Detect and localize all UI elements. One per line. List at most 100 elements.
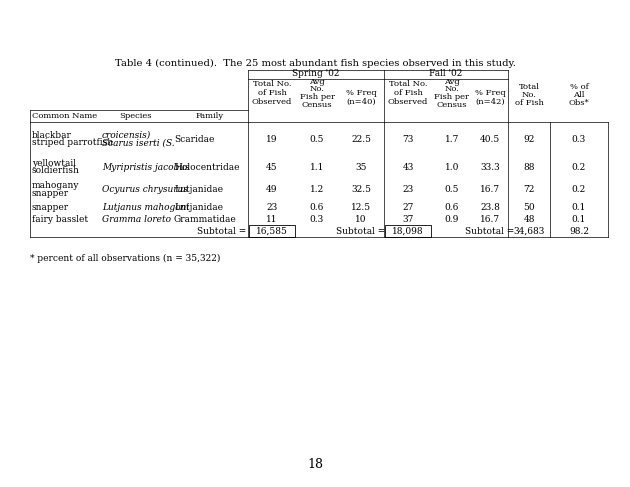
Text: Species: Species [120, 112, 152, 120]
Bar [249, 225, 295, 237]
Text: Total: Total [518, 83, 539, 91]
Text: of Fish: of Fish [258, 89, 287, 97]
Text: No.: No. [309, 85, 324, 93]
Text: 11: 11 [266, 214, 278, 224]
Text: No.: No. [445, 85, 459, 93]
Text: Obs*: Obs* [569, 99, 590, 107]
Text: 49: 49 [266, 185, 278, 194]
Text: 45: 45 [266, 163, 278, 171]
Text: 37: 37 [403, 214, 414, 224]
Text: Lutjanidae: Lutjanidae [174, 185, 223, 194]
Text: fairy basslet: fairy basslet [32, 214, 88, 224]
Text: Common Name: Common Name [32, 112, 98, 120]
Text: 0.5: 0.5 [445, 185, 459, 194]
Text: Avg: Avg [309, 78, 325, 86]
Text: Fish per: Fish per [435, 93, 469, 101]
Text: 1.0: 1.0 [445, 163, 459, 171]
Text: Spring '02: Spring '02 [292, 70, 340, 78]
Text: Total No.: Total No. [389, 80, 427, 88]
Text: Census: Census [437, 101, 467, 109]
Text: Myripristis jacobus: Myripristis jacobus [102, 163, 190, 171]
Text: 0.3: 0.3 [310, 214, 324, 224]
Text: Fish per: Fish per [299, 93, 335, 101]
Text: 23: 23 [403, 185, 414, 194]
Text: Observed: Observed [252, 98, 292, 106]
Text: Lutjanus mahogoni: Lutjanus mahogoni [102, 203, 189, 211]
Text: Ocyurus chrysurus: Ocyurus chrysurus [102, 185, 188, 194]
Text: snapper: snapper [32, 203, 69, 211]
Text: of Fish: of Fish [394, 89, 423, 97]
Text: of Fish: of Fish [515, 99, 544, 107]
Text: Lutjanidae: Lutjanidae [174, 203, 223, 211]
Text: (n=40): (n=40) [346, 98, 376, 106]
Text: Grammatidae: Grammatidae [174, 214, 237, 224]
Text: Total No.: Total No. [253, 80, 291, 88]
Text: 0.3: 0.3 [572, 134, 586, 144]
Text: croicensis): croicensis) [102, 131, 151, 140]
Text: Scarus iserti (S.: Scarus iserti (S. [102, 138, 175, 147]
Text: 72: 72 [524, 185, 535, 194]
Text: 16,585: 16,585 [256, 226, 288, 236]
Text: 18: 18 [307, 458, 323, 471]
Text: 18,098: 18,098 [392, 226, 424, 236]
Text: 98.2: 98.2 [569, 226, 589, 236]
Text: Family: Family [196, 112, 224, 120]
Text: Scaridae: Scaridae [174, 134, 214, 144]
Text: 48: 48 [524, 214, 535, 224]
Text: Observed: Observed [388, 98, 428, 106]
Text: 22.5: 22.5 [351, 134, 371, 144]
Text: blackbar: blackbar [32, 131, 72, 140]
Bar [385, 225, 431, 237]
Text: mahogany: mahogany [32, 181, 79, 190]
Text: Subtotal =: Subtotal = [466, 226, 515, 236]
Text: 1.1: 1.1 [310, 163, 324, 171]
Text: All: All [573, 91, 585, 99]
Text: 16.7: 16.7 [480, 214, 500, 224]
Text: 0.1: 0.1 [572, 214, 586, 224]
Text: soldierfish: soldierfish [32, 166, 80, 175]
Text: 16.7: 16.7 [480, 185, 500, 194]
Text: Subtotal =: Subtotal = [197, 226, 246, 236]
Text: Gramma loreto: Gramma loreto [102, 214, 171, 224]
Text: 0.2: 0.2 [572, 163, 586, 171]
Text: 23.8: 23.8 [480, 203, 500, 211]
Text: Table 4 (continued).  The 25 most abundant fish species observed in this study.: Table 4 (continued). The 25 most abundan… [115, 58, 515, 68]
Text: Fall '02: Fall '02 [429, 70, 462, 78]
Text: 1.2: 1.2 [310, 185, 324, 194]
Text: 0.1: 0.1 [572, 203, 586, 211]
Text: 27: 27 [403, 203, 414, 211]
Text: snapper: snapper [32, 189, 69, 198]
Text: yellowtail: yellowtail [32, 159, 76, 168]
Text: Holocentridae: Holocentridae [174, 163, 239, 171]
Text: 92: 92 [524, 134, 535, 144]
Text: 0.6: 0.6 [310, 203, 324, 211]
Text: 50: 50 [523, 203, 535, 211]
Text: 10: 10 [355, 214, 367, 224]
Text: striped parrotfish: striped parrotfish [32, 138, 113, 147]
Text: Avg: Avg [444, 78, 460, 86]
Text: No.: No. [522, 91, 536, 99]
Text: Census: Census [302, 101, 332, 109]
Text: 19: 19 [266, 134, 278, 144]
Text: 0.9: 0.9 [445, 214, 459, 224]
Text: % Freq: % Freq [474, 89, 505, 97]
Text: 88: 88 [524, 163, 535, 171]
Text: 1.7: 1.7 [445, 134, 459, 144]
Text: 43: 43 [403, 163, 414, 171]
Text: 0.6: 0.6 [445, 203, 459, 211]
Text: 32.5: 32.5 [351, 185, 371, 194]
Text: 23: 23 [266, 203, 278, 211]
Text: * percent of all observations (n = 35,322): * percent of all observations (n = 35,32… [30, 253, 220, 262]
Text: 12.5: 12.5 [351, 203, 371, 211]
Text: 40.5: 40.5 [480, 134, 500, 144]
Text: 0.2: 0.2 [572, 185, 586, 194]
Text: 35: 35 [355, 163, 367, 171]
Text: % Freq: % Freq [346, 89, 376, 97]
Text: 34,683: 34,683 [513, 226, 545, 236]
Text: Subtotal =: Subtotal = [336, 226, 386, 236]
Text: 33.3: 33.3 [480, 163, 500, 171]
Text: (n=42): (n=42) [475, 98, 505, 106]
Text: 0.5: 0.5 [310, 134, 324, 144]
Text: % of: % of [570, 83, 588, 91]
Text: 73: 73 [403, 134, 414, 144]
